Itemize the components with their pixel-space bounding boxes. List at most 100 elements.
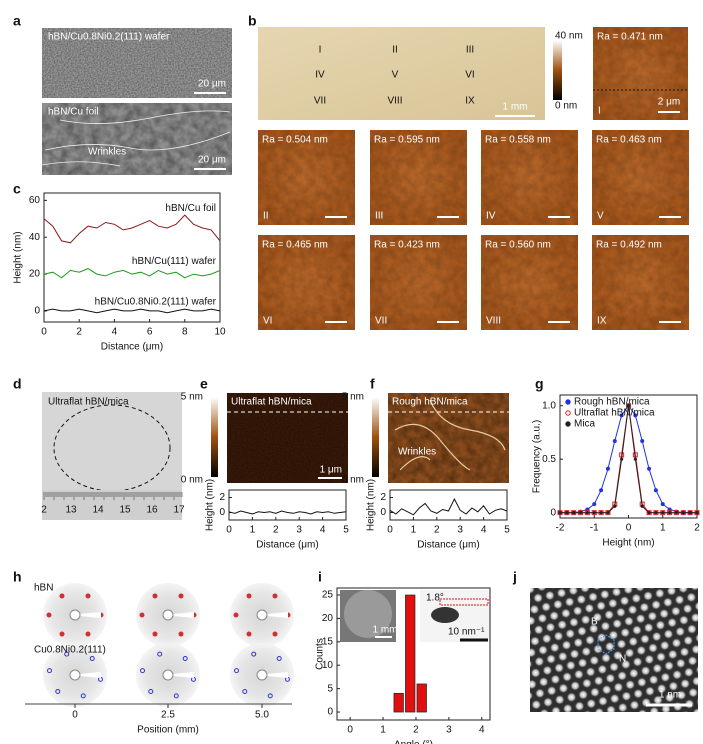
diffraction-spot bbox=[148, 688, 154, 694]
panel-letter: a bbox=[13, 13, 21, 29]
diffraction-spot bbox=[233, 612, 239, 618]
series-label: hBN/Cu foil bbox=[165, 203, 216, 214]
afm-texture bbox=[592, 130, 689, 225]
label: 1 nm bbox=[659, 690, 681, 701]
diffraction-spot bbox=[272, 631, 278, 637]
site-label: III bbox=[375, 211, 383, 222]
hexagon bbox=[597, 634, 615, 655]
afm-texture bbox=[593, 27, 688, 120]
colorbar bbox=[553, 40, 562, 100]
x-tick-label: 1 bbox=[411, 525, 417, 536]
label: Wrinkles bbox=[88, 147, 126, 158]
site-label: V bbox=[597, 211, 604, 222]
label: 20 μm bbox=[198, 155, 226, 166]
legend-marker bbox=[565, 399, 571, 405]
data-point bbox=[612, 438, 617, 443]
ruler-number: 2 bbox=[41, 505, 47, 516]
y-axis-label: Counts bbox=[315, 638, 326, 670]
site-label: I bbox=[598, 106, 601, 117]
x-tick-label: 1 bbox=[250, 525, 256, 536]
data-point bbox=[633, 457, 637, 461]
x-tick-label: 2 bbox=[434, 525, 440, 536]
afm-texture bbox=[227, 393, 348, 483]
data-point bbox=[558, 511, 562, 515]
panel-letter: e bbox=[200, 376, 208, 392]
data-point bbox=[640, 504, 644, 508]
roughness-label: Ra = 0.423 nm bbox=[374, 240, 440, 251]
x-tick-label: 2 bbox=[76, 327, 82, 338]
legend-label: Cu0.8Ni0.2(111) bbox=[34, 645, 106, 656]
plot-frame bbox=[43, 192, 221, 323]
data-point bbox=[633, 413, 638, 418]
x-axis-label: Angle (°) bbox=[394, 740, 433, 744]
data-point bbox=[572, 511, 576, 515]
data-point bbox=[619, 413, 624, 418]
diffraction-spot bbox=[182, 656, 188, 662]
data-point bbox=[674, 511, 679, 515]
x-tick-label: 0 bbox=[626, 523, 632, 534]
label: 0 nm bbox=[181, 475, 203, 486]
roughness-label: Ra = 0.558 nm bbox=[485, 135, 551, 146]
beam-center bbox=[69, 669, 81, 681]
bar bbox=[405, 594, 416, 713]
afm-texture bbox=[370, 130, 467, 225]
site-label: VII bbox=[314, 96, 326, 107]
x-tick-label: -2 bbox=[556, 523, 565, 534]
x-tick-label: 0 bbox=[41, 327, 47, 338]
ruler-number: 15 bbox=[119, 505, 131, 516]
legend-label: Rough hBN/mica bbox=[574, 397, 650, 408]
diffraction-spot bbox=[59, 631, 65, 637]
diffraction-spot bbox=[64, 651, 70, 657]
beam-stop bbox=[431, 607, 459, 623]
panel-letter: d bbox=[13, 376, 22, 392]
beam-center bbox=[69, 609, 81, 621]
afm-texture bbox=[370, 235, 467, 330]
diffraction-spot bbox=[242, 688, 248, 694]
y-tick-label: 20 bbox=[322, 613, 334, 624]
x-tick-label: 4 bbox=[481, 525, 487, 536]
panel-letter: j bbox=[512, 569, 517, 585]
x-tick-label: 4 bbox=[320, 525, 326, 536]
data-line bbox=[43, 214, 221, 244]
x-tick-label: 2 bbox=[413, 725, 419, 736]
x-tick-label: 4 bbox=[479, 725, 485, 736]
ruler-number: 17 bbox=[173, 505, 185, 516]
label: 10 nm⁻¹ bbox=[448, 627, 485, 638]
diffraction-spot bbox=[267, 693, 273, 699]
panel-letter: b bbox=[248, 13, 257, 29]
y-tick-label: 0 bbox=[219, 507, 225, 518]
data-point bbox=[647, 466, 652, 471]
site-label: II bbox=[392, 45, 398, 56]
diffraction-spot bbox=[234, 668, 240, 674]
panel-letter: g bbox=[535, 376, 544, 392]
diffraction-spot bbox=[55, 688, 61, 694]
beam-stop bbox=[162, 612, 194, 618]
x-tick-label: 5 bbox=[343, 525, 349, 536]
diffraction-spot bbox=[152, 631, 158, 637]
y-tick-label: 0 bbox=[380, 507, 386, 518]
roughness-label: Ra = 0.492 nm bbox=[596, 240, 662, 251]
y-tick-label: 0.5 bbox=[542, 454, 556, 465]
diffraction-spot bbox=[246, 631, 252, 637]
diffraction-spot bbox=[178, 631, 184, 637]
x-tick-label: 0 bbox=[387, 525, 393, 536]
beam-stop bbox=[69, 612, 101, 618]
site-label: IV bbox=[486, 211, 496, 222]
x-tick-label: 4 bbox=[112, 327, 118, 338]
diffraction-spot bbox=[173, 693, 179, 699]
plot-frame bbox=[389, 489, 508, 521]
diffraction-spot bbox=[85, 593, 91, 599]
legend-label: hBN bbox=[34, 583, 53, 594]
data-point bbox=[668, 511, 672, 515]
panel-letter: f bbox=[370, 376, 375, 392]
y-tick-label: 25 bbox=[322, 590, 334, 601]
data-point bbox=[599, 488, 604, 493]
diffraction-spot bbox=[59, 593, 65, 599]
diffraction-spot bbox=[152, 593, 158, 599]
position-label: 2.5 bbox=[161, 710, 175, 721]
label: 5 nm bbox=[342, 392, 364, 403]
label: 1 mm bbox=[503, 102, 528, 113]
data-point bbox=[620, 457, 624, 461]
afm-texture bbox=[592, 235, 689, 330]
